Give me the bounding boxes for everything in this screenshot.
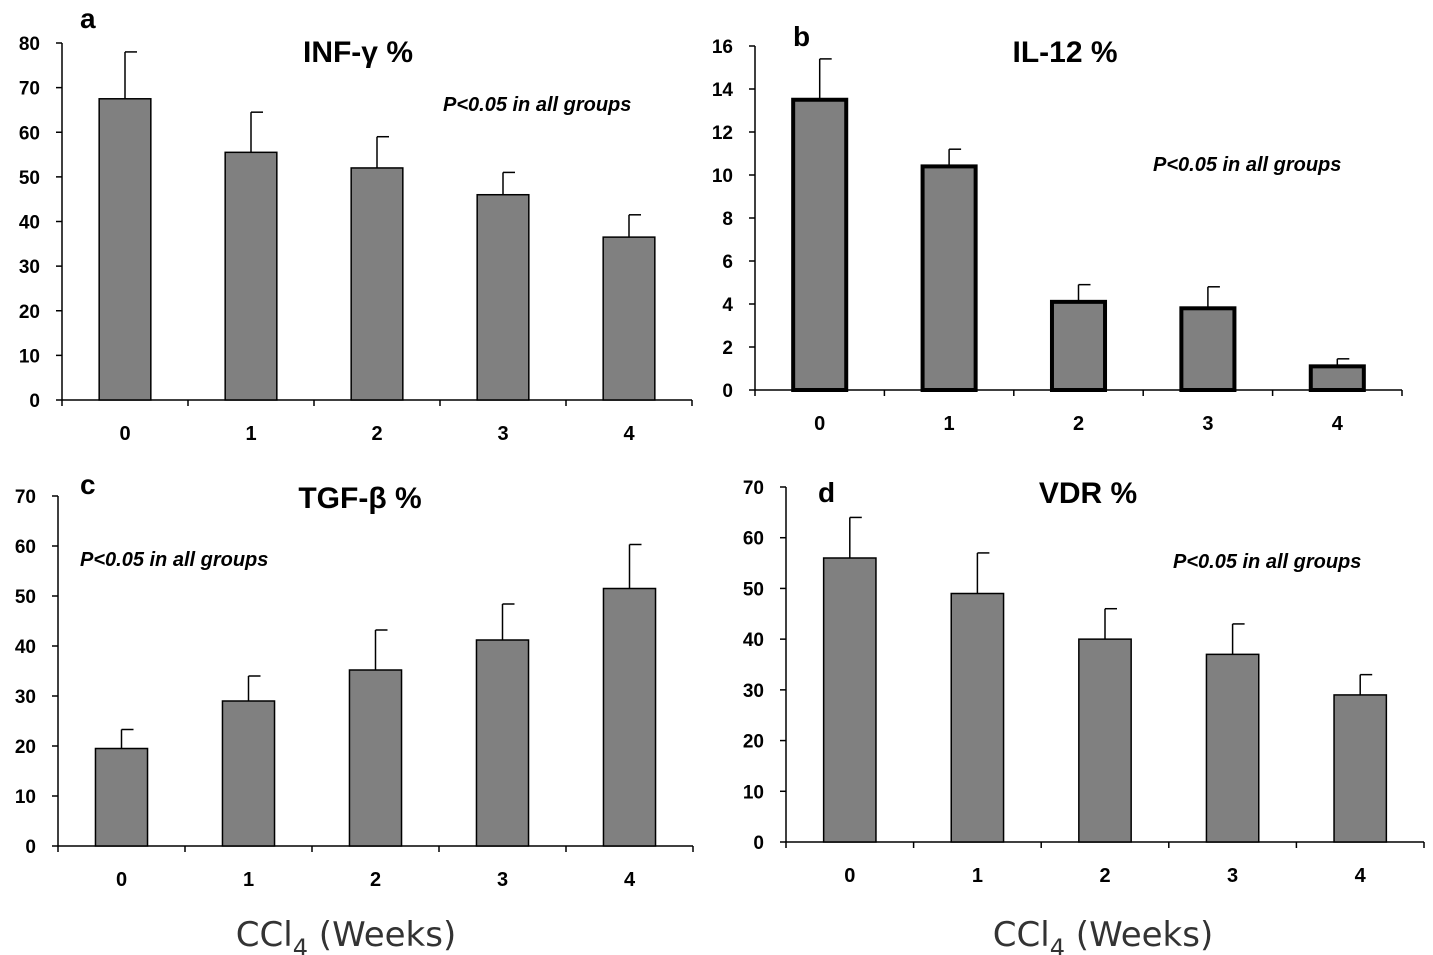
x-tick-label: 1 (972, 865, 983, 887)
bar (950, 592, 1005, 843)
bar (791, 97, 849, 392)
x-axis-title: CCl4 (Weeks) (993, 915, 1213, 955)
x-tick-label: 4 (1332, 413, 1344, 435)
x-tick-label: 4 (624, 869, 636, 891)
x-tick-label: 1 (245, 423, 256, 445)
bar (98, 98, 152, 401)
chart-panel-c: c TGF-β %P<0.05 in all groups010203040506… (15, 469, 694, 955)
y-tick-label: 30 (19, 257, 40, 278)
y-tick-label: 50 (743, 579, 764, 600)
y-tick-label: 6 (722, 252, 733, 273)
x-axis-title: CCl4 (Weeks) (236, 915, 456, 955)
x-tick-label: 0 (844, 865, 855, 887)
x-tick-label: 3 (1202, 413, 1213, 435)
y-tick-label: 40 (15, 637, 36, 658)
x-tick-label: 1 (243, 869, 254, 891)
y-tick-label: 70 (19, 79, 40, 100)
bar (1308, 364, 1366, 393)
y-tick-label: 60 (19, 123, 40, 144)
y-tick-label: 20 (15, 737, 36, 758)
bar (476, 193, 530, 401)
y-tick-label: 50 (15, 587, 36, 608)
x-tick-label: 4 (623, 423, 635, 445)
bar (602, 587, 657, 847)
chart-title: TGF-β % (298, 482, 421, 515)
x-tick-label: 3 (497, 869, 508, 891)
bar (221, 700, 276, 847)
bar (348, 669, 403, 847)
x-axis-title-main: CCl (993, 915, 1050, 955)
panel-letter: b (793, 21, 810, 52)
bar (475, 639, 530, 847)
x-tick-label: 1 (944, 413, 955, 435)
x-axis-title-rest: (Weeks) (308, 915, 456, 955)
x-tick-label: 2 (1099, 865, 1110, 887)
bar (822, 557, 877, 843)
x-tick-label: 2 (1073, 413, 1084, 435)
x-tick-label: 2 (370, 869, 381, 891)
y-tick-label: 10 (15, 787, 36, 808)
bar (602, 236, 656, 401)
x-axis-title-main: CCl (236, 915, 293, 955)
significance-annotation: P<0.05 in all groups (80, 549, 268, 571)
y-tick-label: 10 (19, 346, 40, 367)
panel-letter: c (80, 469, 96, 500)
y-tick-label: 30 (15, 687, 36, 708)
y-tick-label: 4 (722, 295, 733, 316)
y-tick-label: 0 (25, 837, 36, 858)
y-tick-label: 8 (722, 209, 733, 230)
bar (1179, 306, 1237, 392)
chart-title: VDR % (1039, 477, 1137, 510)
x-tick-label: 3 (1227, 865, 1238, 887)
y-tick-label: 16 (712, 37, 733, 58)
x-tick-label: 0 (116, 869, 127, 891)
y-tick-label: 80 (19, 34, 40, 55)
y-tick-label: 40 (743, 630, 764, 651)
y-tick-label: 0 (29, 391, 40, 412)
bar (1333, 694, 1388, 843)
bar (920, 164, 978, 392)
x-tick-label: 2 (371, 423, 382, 445)
y-tick-label: 60 (15, 537, 36, 558)
y-tick-label: 70 (743, 478, 764, 499)
bar (350, 167, 404, 401)
y-tick-label: 40 (19, 213, 40, 234)
chart-title: IL-12 % (1012, 36, 1117, 69)
y-tick-label: 20 (743, 732, 764, 753)
y-tick-label: 20 (19, 302, 40, 323)
x-axis-title-subscript: 4 (293, 934, 308, 955)
bar (224, 151, 278, 401)
y-tick-label: 0 (722, 381, 733, 402)
y-tick-label: 0 (753, 833, 764, 854)
x-tick-label: 4 (1355, 865, 1367, 887)
bar (1078, 638, 1132, 843)
y-tick-label: 12 (712, 123, 733, 144)
bar (1049, 299, 1108, 393)
significance-annotation: P<0.05 in all groups (1173, 551, 1361, 573)
x-axis-title-subscript: 4 (1050, 934, 1065, 955)
x-axis-title-rest: (Weeks) (1065, 915, 1213, 955)
y-tick-label: 10 (712, 166, 733, 187)
panel-letter: d (818, 477, 835, 508)
panel-letter: a (80, 3, 96, 34)
chart-panel-b: b IL-12 %P<0.05 in all groups024681012141… (712, 21, 1403, 435)
x-tick-label: 3 (497, 423, 508, 445)
chart-panel-d: d VDR %P<0.05 in all groups01020304050607… (743, 477, 1425, 955)
bar (1205, 653, 1260, 843)
y-tick-label: 14 (712, 80, 734, 101)
y-tick-label: 30 (743, 681, 764, 702)
bar (94, 747, 149, 847)
x-tick-label: 0 (814, 413, 825, 435)
significance-annotation: P<0.05 in all groups (1153, 154, 1341, 176)
y-tick-label: 50 (19, 168, 40, 189)
y-tick-label: 10 (743, 782, 764, 803)
y-tick-label: 70 (15, 487, 36, 508)
y-tick-label: 60 (743, 529, 764, 550)
x-tick-label: 0 (119, 423, 130, 445)
y-tick-label: 2 (722, 338, 733, 359)
chart-title: INF-γ % (303, 36, 413, 69)
significance-annotation: P<0.05 in all groups (443, 94, 631, 116)
